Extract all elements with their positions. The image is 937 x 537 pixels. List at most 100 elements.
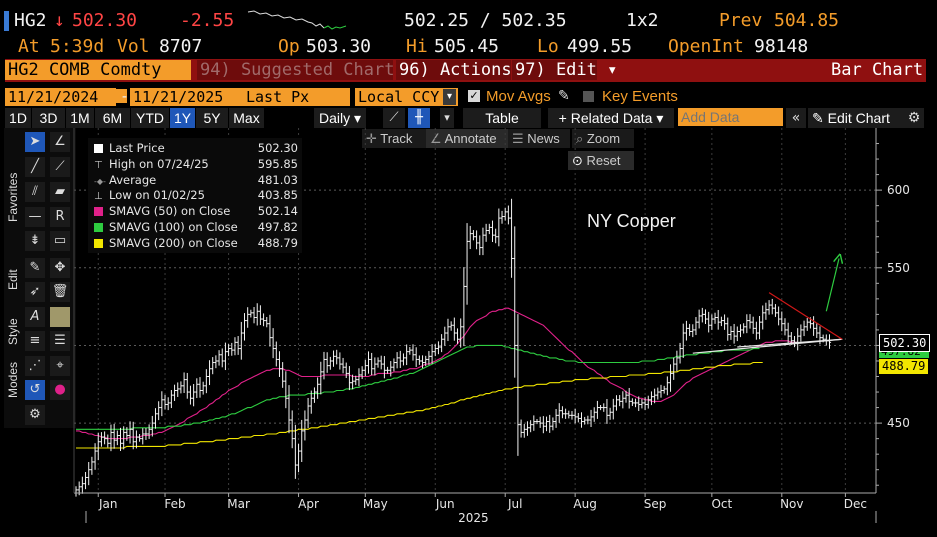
crosshair-icon[interactable]: ⌖: [50, 356, 70, 376]
color-mode-icon[interactable]: ●: [50, 380, 70, 400]
price-bar: [239, 321, 243, 360]
legend-item[interactable]: Last Price 502.30: [94, 141, 298, 156]
zoom-button[interactable]: ⌕ Zoom: [572, 129, 634, 148]
actions-menu[interactable]: 96) Actions ▾: [396, 60, 532, 80]
annotation-tool-icon[interactable]: ∠: [50, 132, 70, 152]
track-button[interactable]: ✛ Track: [362, 129, 426, 148]
frequency-select[interactable]: Daily ▾: [314, 108, 366, 128]
period-button-1m[interactable]: 1M: [66, 108, 94, 128]
mov-avgs-label[interactable]: Mov Avgs: [486, 88, 551, 105]
price-bar: [204, 369, 208, 394]
trash-icon[interactable]: 🗑: [50, 282, 70, 302]
price-bar: [198, 377, 202, 398]
cursor-icon[interactable]: ➤: [25, 132, 45, 152]
start-date-field[interactable]: 11/21/2024: [5, 88, 116, 106]
price-bar: [153, 408, 158, 429]
price-bar: [96, 432, 100, 461]
price-bar: [646, 395, 650, 409]
horizontal-line-icon[interactable]: —: [25, 207, 45, 227]
table-button[interactable]: Table: [463, 108, 541, 128]
annotate-button[interactable]: ∠ Annotate: [426, 129, 508, 148]
period-button-1d[interactable]: 1D: [5, 108, 31, 128]
legend-item[interactable]: SMAVG (200) on Close 488.79: [94, 236, 298, 251]
select-add-icon[interactable]: ➶: [25, 282, 45, 302]
bar-chart-icon[interactable]: ╫: [408, 108, 430, 128]
key-events-checkbox[interactable]: [583, 91, 594, 102]
price-bar: [761, 305, 765, 330]
ticker[interactable]: HG2: [14, 10, 47, 31]
chart-title-annotation[interactable]: NY Copper: [587, 211, 676, 231]
price-bar: [74, 486, 78, 497]
price-bar: [118, 427, 123, 451]
line-chart-icon[interactable]: ⟋: [383, 108, 405, 128]
period-button-1y[interactable]: 1Y: [170, 108, 195, 128]
legend-item[interactable]: SMAVG (50) on Close 502.14: [94, 204, 298, 219]
reset-button[interactable]: ⊙ Reset: [568, 151, 634, 170]
price-bar: [799, 324, 803, 342]
trendline-icon[interactable]: ╱: [25, 157, 45, 177]
period-button-3d[interactable]: 3D: [32, 108, 65, 128]
text-style-icon[interactable]: A: [25, 307, 45, 327]
line-weight-icon[interactable]: ☰: [50, 331, 70, 351]
collapse-chevron-icon[interactable]: «: [786, 108, 806, 128]
period-button-ytd[interactable]: YTD: [131, 108, 169, 128]
at-label: At: [18, 36, 40, 57]
key-events-label[interactable]: Key Events: [602, 88, 678, 105]
news-icon: ☰: [512, 132, 524, 147]
line-style-icon[interactable]: ≡: [25, 331, 45, 351]
legend-swatch: [94, 144, 103, 153]
price-bar: [770, 298, 774, 315]
legend-item[interactable]: SMAVG (100) on Close 497.82: [94, 220, 298, 235]
security-field[interactable]: HG2 COMB Comdty: [5, 60, 191, 80]
retracement-icon[interactable]: R: [50, 207, 70, 227]
legend-item[interactable]: ⊥ Low on 01/02/25 403.85: [94, 188, 298, 203]
period-button-6m[interactable]: 6M: [95, 108, 130, 128]
price-bar: [595, 400, 600, 419]
pencil-icon[interactable]: ✎: [558, 88, 570, 104]
period-button-5y[interactable]: 5Y: [196, 108, 228, 128]
currency-select[interactable]: Local CCY: [355, 88, 458, 106]
palette-settings-icon[interactable]: ⚙: [25, 405, 45, 425]
price-bar: [557, 403, 561, 423]
channel-icon[interactable]: ⫽: [25, 182, 45, 202]
ray-line-icon[interactable]: ⟋: [50, 157, 70, 177]
period-button-max[interactable]: Max: [229, 108, 264, 128]
cycle-mode-icon[interactable]: ↺: [25, 380, 45, 400]
dashed-line-icon[interactable]: ⋰: [25, 356, 45, 376]
field-select[interactable]: Last Px: [243, 88, 350, 106]
price-bar: [656, 387, 660, 400]
price-bar: [684, 320, 689, 341]
price-bar: [316, 377, 320, 399]
calendar-icon[interactable]: [116, 89, 127, 103]
vertical-line-icon[interactable]: ⇟: [25, 231, 45, 251]
price-bar: [420, 355, 425, 369]
chart-type-dropdown-icon[interactable]: ▾: [440, 108, 454, 128]
chart-legend[interactable]: Last Price 502.30 ⊤ High on 07/24/25 595.85 -…: [88, 138, 302, 253]
currency-dropdown-icon[interactable]: ▾: [443, 89, 456, 105]
price-bar: [529, 420, 533, 433]
fill-color-icon[interactable]: [50, 307, 70, 327]
price-bar: [576, 412, 580, 423]
related-data-menu[interactable]: + Related Data ▾: [548, 108, 674, 128]
move-icon[interactable]: ✥: [50, 258, 70, 278]
rectangle-icon[interactable]: ▭: [50, 231, 70, 251]
edit-menu[interactable]: 97) Edit ▾: [512, 60, 617, 80]
settings-gear-icon[interactable]: ⚙: [904, 108, 924, 128]
price-bar: [560, 406, 565, 419]
mov-avgs-checkbox[interactable]: ✓: [468, 89, 480, 102]
price-bar: [401, 353, 406, 366]
edit-chart-button[interactable]: ✎ Edit Chart: [808, 108, 904, 128]
price-bar: [754, 321, 758, 340]
price-bar: [662, 385, 666, 394]
end-date-field[interactable]: 11/21/2025: [130, 88, 243, 106]
add-data-input[interactable]: [678, 108, 783, 126]
pen-icon[interactable]: ✎: [25, 258, 45, 278]
parallel-channel-icon[interactable]: ▰: [50, 182, 70, 202]
news-button[interactable]: ☰ News: [508, 129, 570, 148]
calendar-icon[interactable]: [231, 89, 242, 103]
legend-item[interactable]: -◆- Average 481.03: [94, 173, 298, 188]
price-bar: [554, 409, 558, 428]
suggested-charts-menu[interactable]: 94) Suggested Charts ▾: [197, 60, 425, 80]
legend-item[interactable]: ⊤ High on 07/24/25 595.85: [94, 157, 298, 172]
